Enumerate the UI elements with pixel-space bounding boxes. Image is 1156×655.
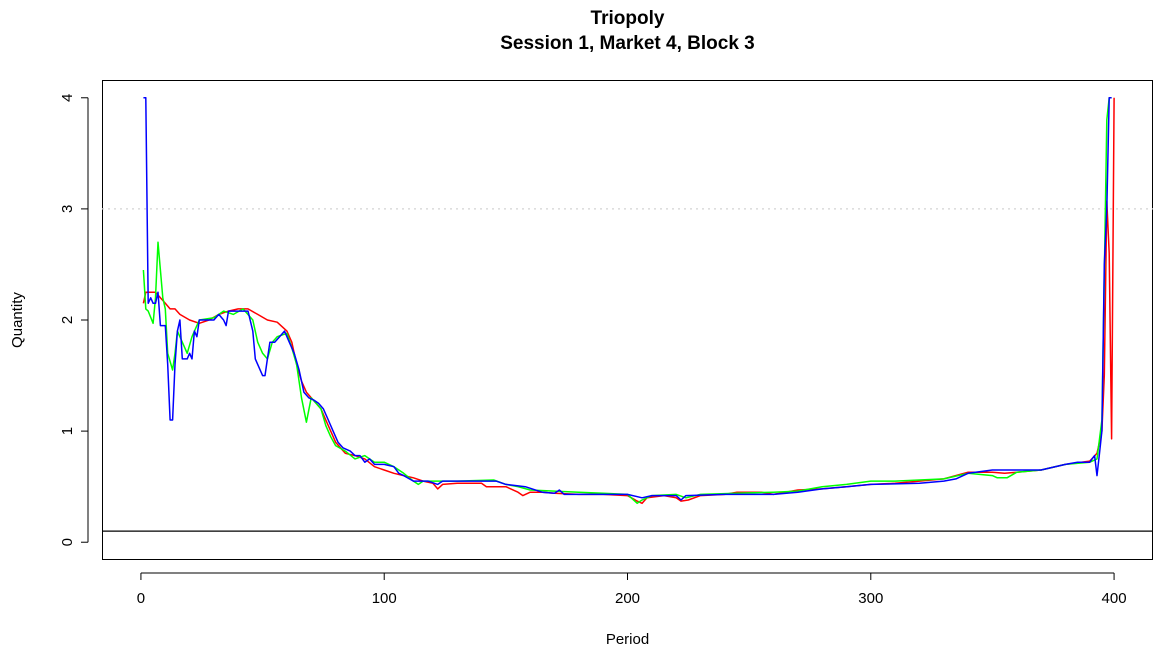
y-tick-label: 1: [59, 427, 76, 435]
x-tick-label: 400: [1102, 590, 1127, 607]
plot-area: [102, 80, 1153, 560]
y-tick-label: 3: [59, 205, 76, 213]
x-axis: 0 100 200 300 400: [137, 572, 1127, 607]
y-axis: 0 1 2 3 4: [59, 94, 89, 546]
y-tick-label: 2: [59, 316, 76, 324]
y-axis-label: Quantity: [9, 292, 26, 348]
series-line-2: [143, 97, 1112, 501]
x-tick-label: 100: [372, 590, 397, 607]
series-line-0: [142, 97, 1115, 505]
y-tick-label: 0: [59, 538, 76, 546]
x-tick-label: 200: [615, 590, 640, 607]
x-tick-label: 0: [137, 590, 145, 607]
reference-lines: [102, 208, 1153, 532]
x-axis-label: Period: [606, 631, 649, 648]
y-tick-label: 4: [59, 94, 76, 102]
x-tick-label: 300: [858, 590, 883, 607]
chart-title: Triopoly: [591, 8, 665, 29]
series-line-1: [142, 97, 1112, 505]
data-series: [142, 97, 1115, 505]
chart-subtitle: Session 1, Market 4, Block 3: [500, 33, 755, 54]
